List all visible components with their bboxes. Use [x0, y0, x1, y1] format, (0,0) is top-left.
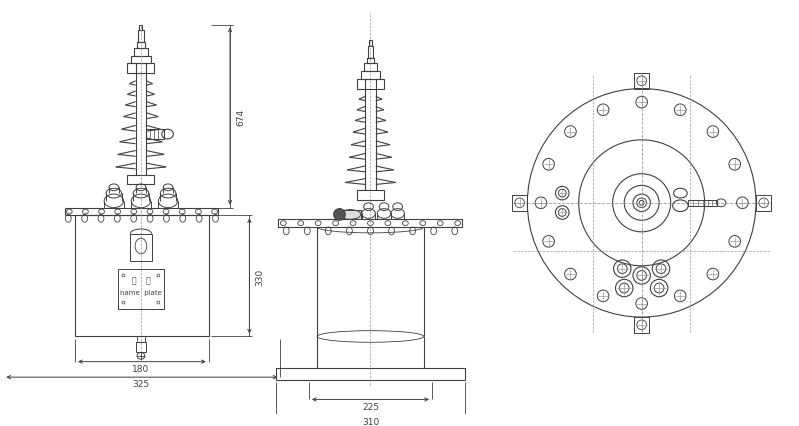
Bar — [66, 208, 218, 216]
Bar — [127, 64, 154, 74]
Bar — [75, 216, 209, 337]
Bar — [756, 196, 772, 211]
Bar — [361, 72, 380, 80]
Text: 674: 674 — [237, 108, 245, 125]
Bar — [127, 176, 154, 185]
Text: 225: 225 — [362, 402, 379, 411]
Bar — [117, 269, 164, 310]
Bar — [134, 49, 148, 57]
Bar — [136, 343, 145, 352]
Text: 330: 330 — [256, 268, 264, 285]
Bar — [357, 80, 384, 89]
Bar — [367, 58, 375, 64]
Bar — [688, 201, 718, 206]
Bar — [364, 64, 377, 72]
Ellipse shape — [334, 209, 345, 221]
Bar — [369, 41, 372, 47]
Bar — [512, 196, 527, 211]
Bar — [368, 47, 373, 58]
Text: 铭    牌: 铭 牌 — [132, 276, 150, 285]
Text: name  plate: name plate — [120, 289, 162, 295]
Text: 180: 180 — [133, 364, 149, 373]
Bar — [146, 130, 164, 140]
Text: 325: 325 — [133, 380, 149, 389]
Bar — [138, 32, 144, 43]
Bar — [357, 191, 384, 201]
Bar — [276, 368, 465, 380]
Bar — [634, 317, 650, 333]
Bar — [140, 26, 142, 32]
Text: 310: 310 — [362, 417, 379, 426]
Bar — [137, 337, 145, 343]
Bar — [131, 57, 151, 64]
Bar — [340, 210, 361, 220]
Bar — [130, 234, 152, 261]
Bar — [279, 220, 463, 227]
Bar — [634, 74, 650, 89]
Bar — [137, 43, 145, 49]
